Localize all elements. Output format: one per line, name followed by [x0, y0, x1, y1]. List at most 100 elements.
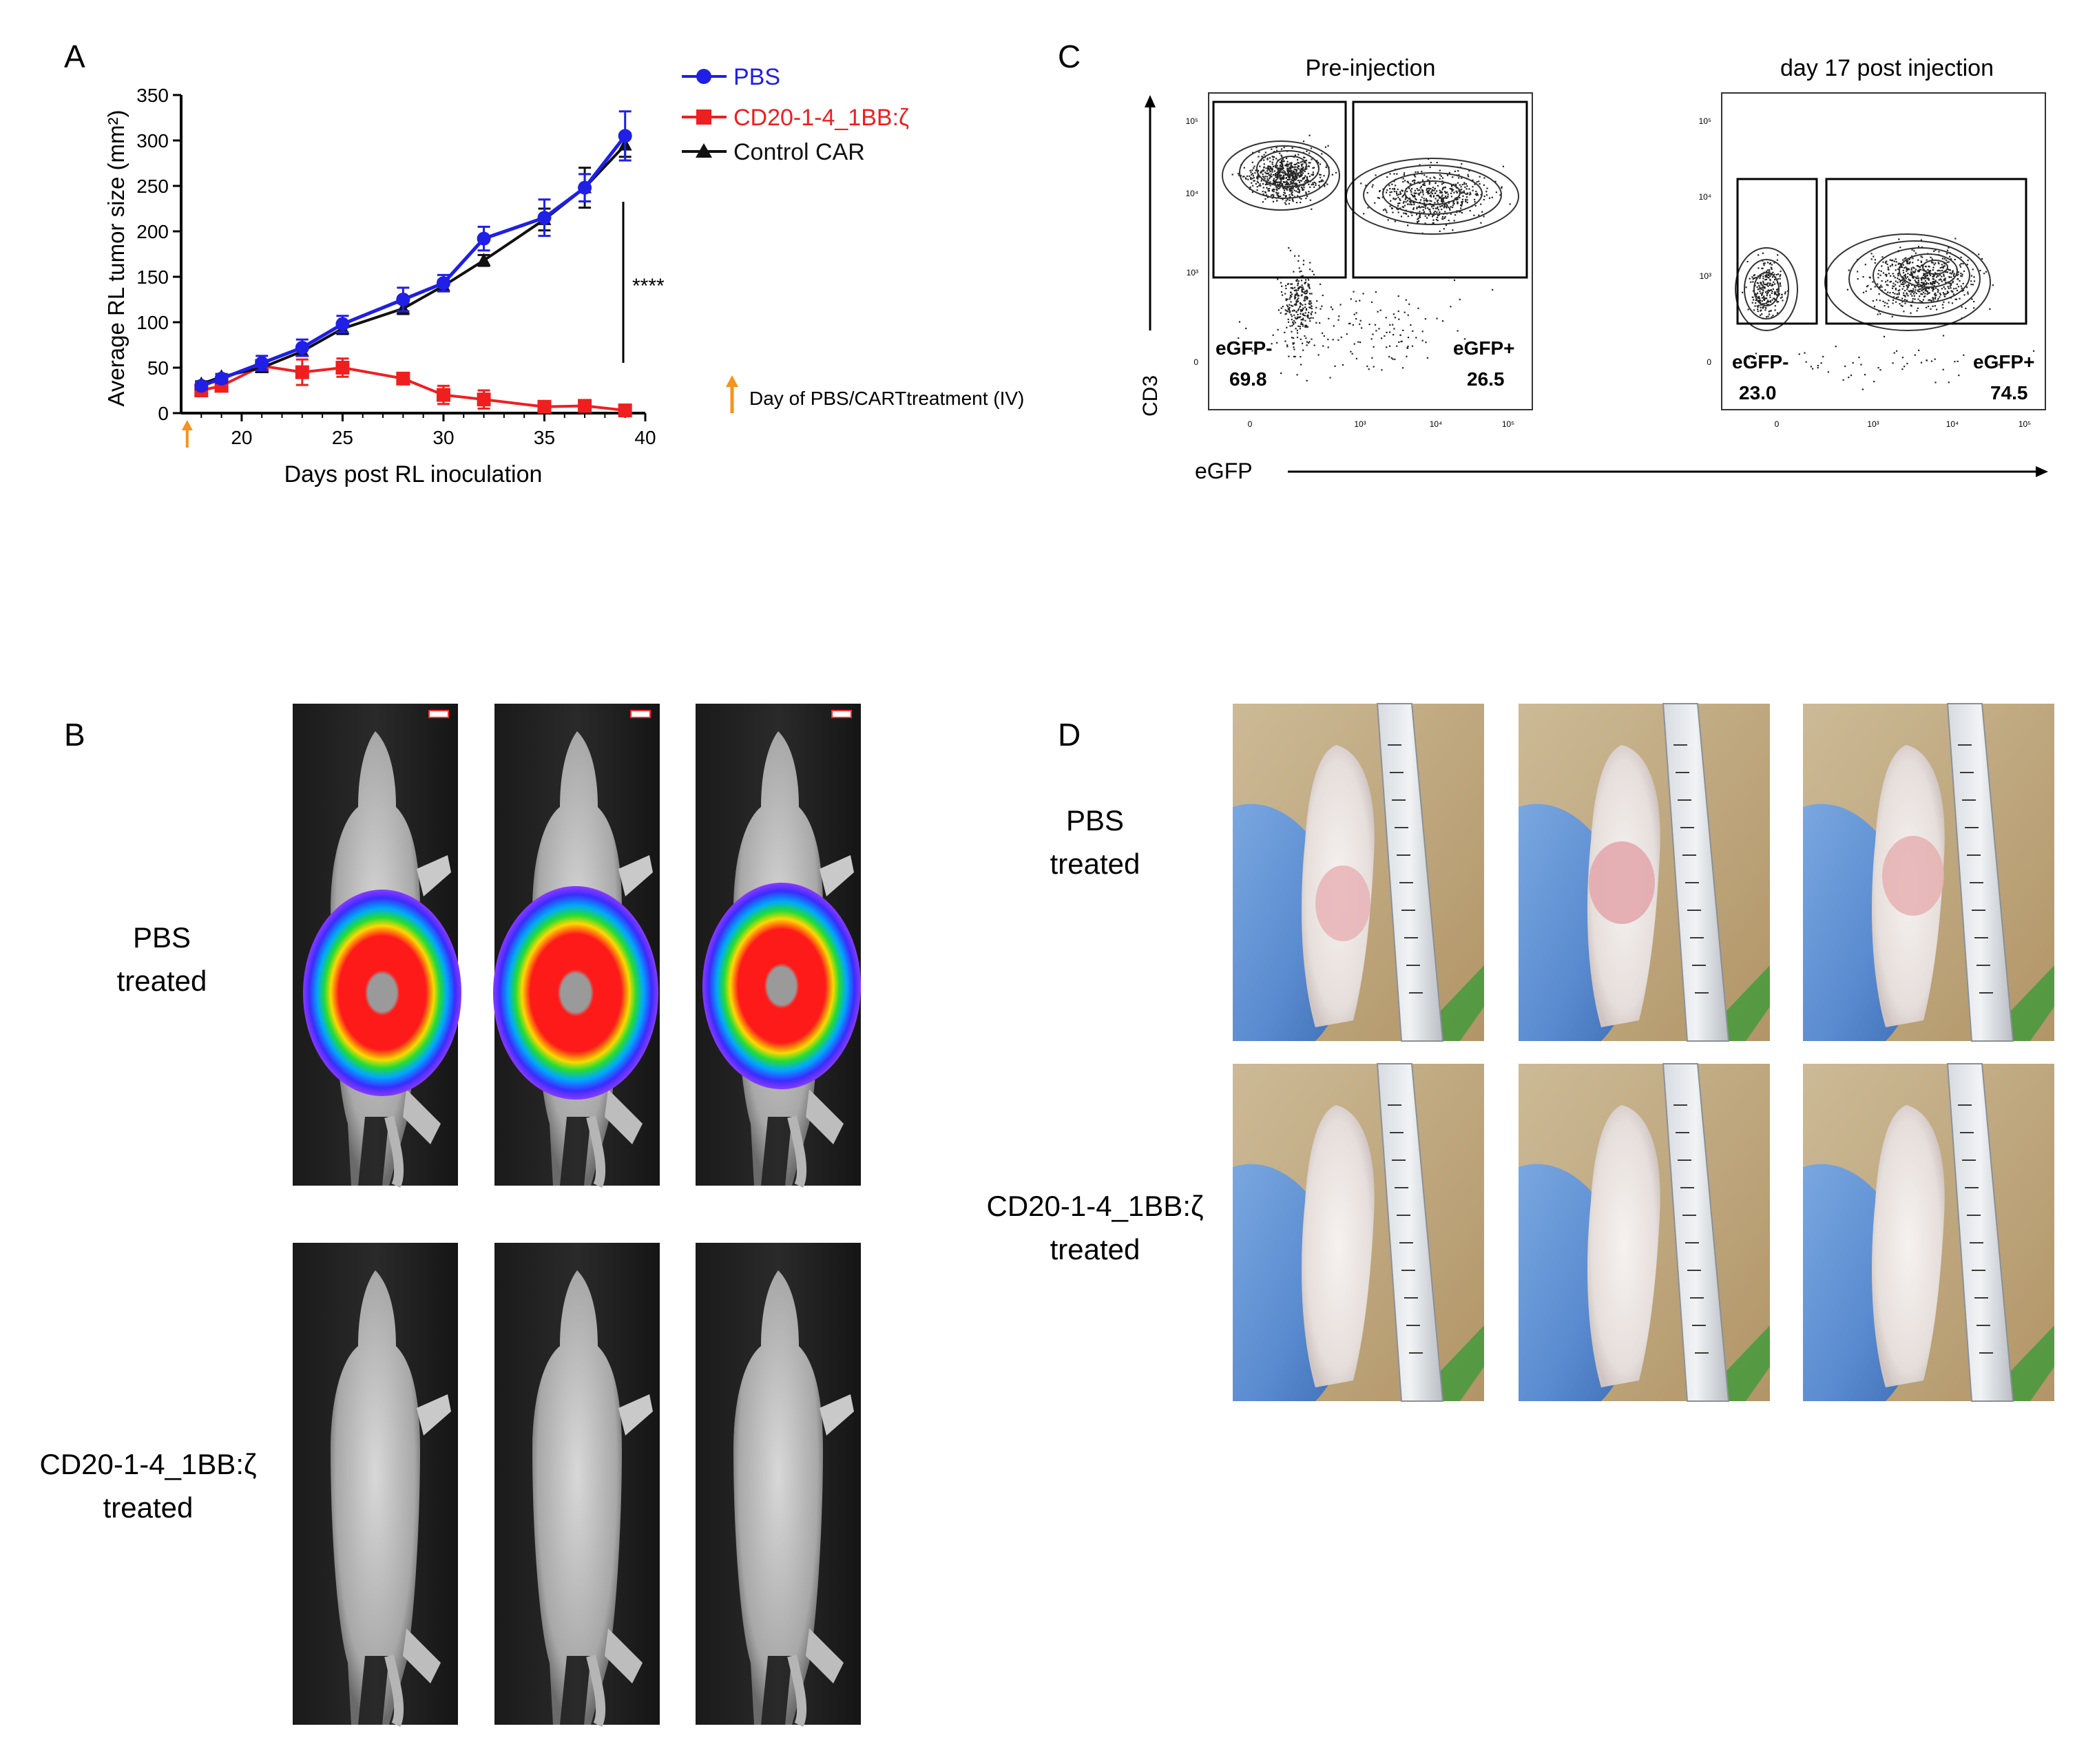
x-tick-label-35: 35	[534, 427, 555, 448]
flow-event-dot	[1402, 329, 1404, 331]
flow-event-dot	[1932, 290, 1934, 292]
flow-event-dot	[1762, 289, 1764, 291]
flow-event-dot	[1284, 184, 1286, 186]
flow-event-dot	[1271, 156, 1273, 158]
flow-event-dot	[1946, 253, 1948, 255]
flow-event-dot	[1920, 282, 1923, 284]
flow-event-dot	[1289, 306, 1291, 308]
flow-event-dot	[1930, 262, 1932, 264]
flow-event-dot	[1291, 293, 1293, 295]
flow-event-dot	[1896, 293, 1898, 295]
flow-event-dot	[1377, 197, 1379, 199]
flow-event-dot	[1923, 296, 1926, 298]
flow-event-dot	[1753, 299, 1755, 301]
point-cart-39	[618, 403, 632, 418]
flow-event-dot	[1291, 176, 1293, 178]
flow-event-dot	[1911, 295, 1913, 297]
flow-event-dot	[1895, 258, 1897, 260]
flow-event-dot	[1761, 297, 1764, 299]
flow-event-dot	[1409, 197, 1411, 200]
flow-event-dot	[1453, 220, 1455, 222]
flow-event-dot	[1467, 192, 1469, 194]
flow-event-dot	[1448, 207, 1450, 209]
flow-event-dot	[1300, 164, 1302, 166]
flow-event-dot	[1912, 266, 1915, 269]
flow-event-dot	[1423, 198, 1425, 200]
flow-event-dot	[1755, 295, 1758, 297]
flow-event-dot	[1269, 176, 1271, 178]
flow-event-dot	[1302, 308, 1304, 311]
flow-event-dot	[1897, 282, 1899, 284]
flow-event-dot	[1900, 304, 1902, 306]
flow-event-dot	[1466, 196, 1468, 198]
flow-event-dot	[1428, 182, 1431, 184]
flow-event-dot	[1904, 273, 1906, 275]
flow-event-dot	[1251, 191, 1253, 193]
flow-event-dot	[1282, 176, 1284, 178]
flow-event-dot	[1894, 293, 1896, 295]
flow-event-dot	[1273, 180, 1275, 182]
flow-event-dot	[1904, 299, 1906, 301]
flow-event-dot	[1952, 270, 1954, 272]
flow-event-dot	[1751, 296, 1753, 298]
flow-event-dot	[1769, 296, 1771, 298]
flow-event-dot	[1923, 283, 1926, 285]
flow-event-dot	[1901, 288, 1904, 290]
flow-event-dot	[1758, 300, 1760, 302]
flow-event-dot	[1936, 276, 1938, 278]
flow-event-dot	[1769, 294, 1771, 296]
flow-event-dot	[1257, 182, 1259, 184]
flow-event-dot	[1295, 294, 1297, 296]
flow-event-dot	[1928, 278, 1930, 280]
flow-event-dot	[1913, 250, 1915, 252]
flow-event-dot	[1937, 275, 1939, 277]
flow-event-dot	[1973, 301, 1975, 303]
flow-event-dot	[1457, 201, 1459, 203]
flow-event-dot	[1298, 267, 1300, 269]
flow-event-dot	[1439, 206, 1441, 208]
flow-event-dot	[1302, 189, 1304, 191]
flow-event-dot	[1277, 176, 1280, 178]
flow-event-dot	[1769, 275, 1771, 277]
flow-event-dot	[1413, 192, 1415, 194]
flow-event-dot	[1276, 171, 1278, 174]
flow-event-dot	[1948, 261, 1950, 263]
flow-event-dot	[1415, 198, 1417, 200]
flow-event-dot	[1359, 319, 1362, 322]
flow-event-dot	[1423, 211, 1426, 213]
flow-event-dot	[1312, 182, 1314, 184]
flow-event-dot	[1262, 173, 1264, 176]
flow-event-dot	[1266, 170, 1269, 172]
flow-event-dot	[1431, 206, 1433, 208]
flow-event-dot	[1253, 167, 1255, 169]
flow-event-dot	[1967, 260, 1969, 262]
cd3-axis-label: CD3	[1139, 375, 1162, 417]
flow-event-dot	[1931, 287, 1933, 289]
flow-event-dot	[1299, 180, 1301, 182]
flow-event-dot	[1901, 357, 1904, 359]
flow-event-dot	[1323, 335, 1325, 337]
flow-event-dot	[1429, 200, 1431, 202]
flow-event-dot	[1366, 365, 1368, 368]
flow-event-dot	[1395, 185, 1397, 187]
flow-event-dot	[1468, 188, 1470, 190]
flow-event-dot	[1402, 195, 1404, 197]
flow-event-dot	[1439, 169, 1441, 171]
flow-event-dot	[1297, 297, 1300, 300]
flow-event-dot	[1272, 182, 1274, 185]
flow-event-dot	[1458, 211, 1460, 213]
flow-event-dot	[1900, 264, 1903, 266]
flow-event-dot	[1918, 283, 1920, 285]
flow-event-dot	[1858, 356, 1860, 359]
flow-event-dot	[1402, 207, 1404, 209]
flow-event-dot	[1882, 272, 1884, 274]
flow-event-dot	[1263, 169, 1265, 171]
flow-event-dot	[1895, 264, 1897, 266]
flow-event-dot	[1319, 163, 1322, 165]
flow-event-dot	[1892, 362, 1894, 364]
egfp-axis-arrowhead	[2036, 466, 2048, 477]
flow-event-dot	[1300, 319, 1302, 321]
flow-event-dot	[1919, 300, 1921, 302]
flow-event-dot	[1297, 282, 1299, 284]
flow-event-dot	[1388, 356, 1390, 358]
